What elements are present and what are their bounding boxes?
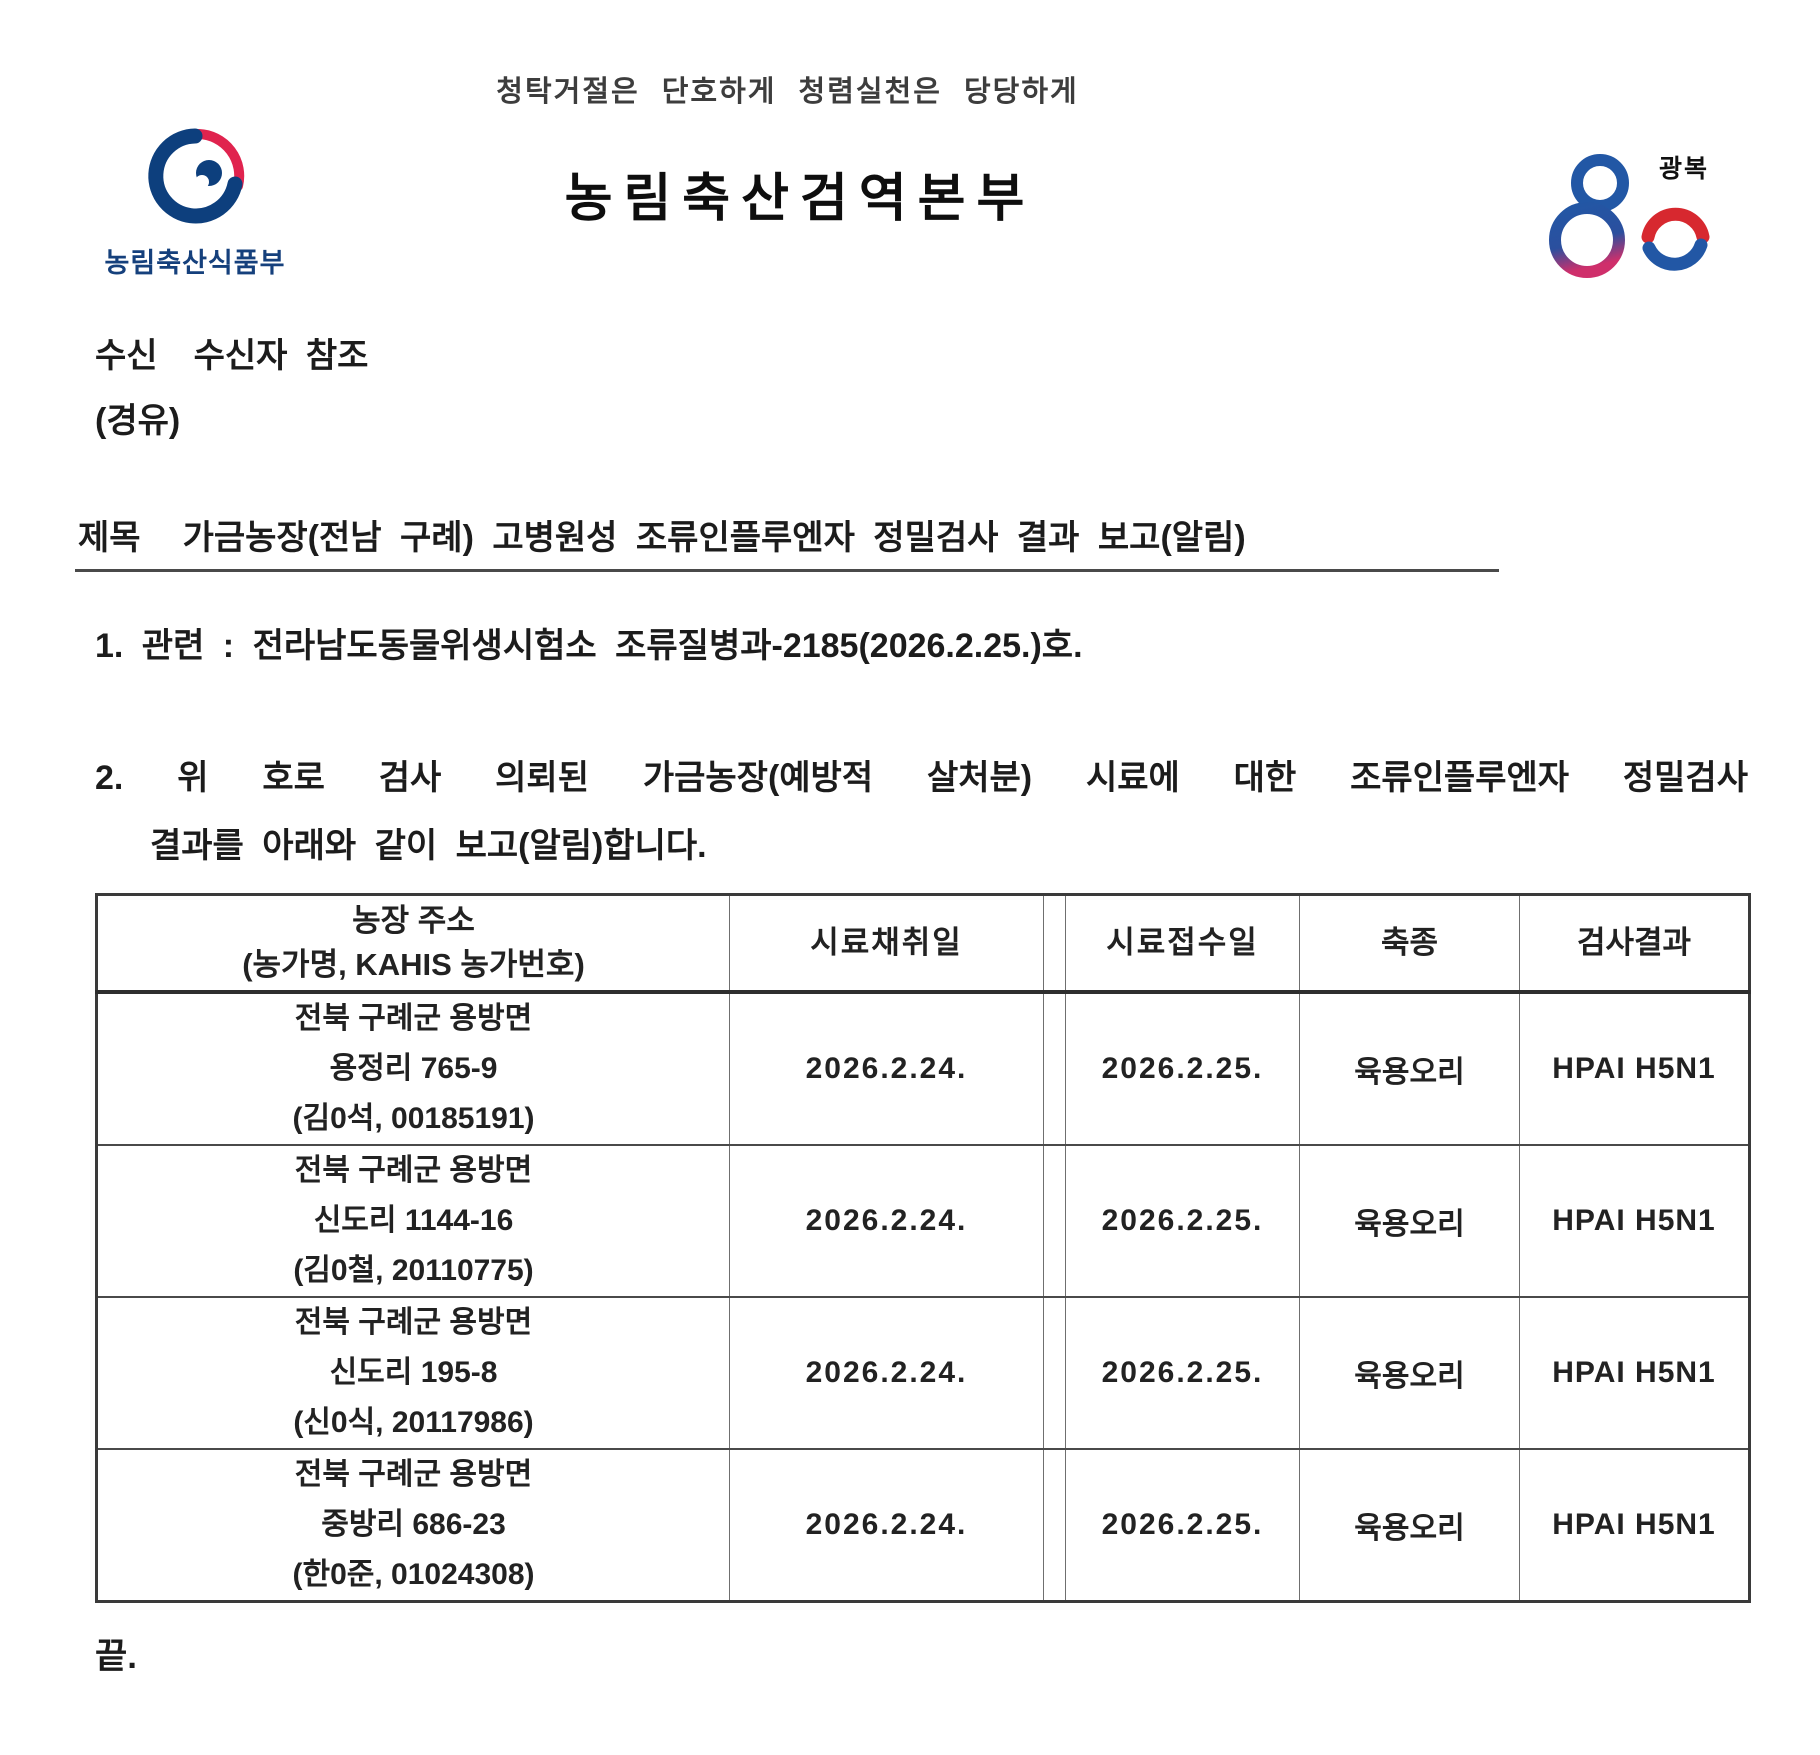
- test-results-table: 농장 주소 (농가명, KAHIS 농가번호) 시료채취일 시료접수일 축종 검…: [95, 893, 1751, 1603]
- sample-date-cell: 2026.2.24.: [729, 990, 1044, 1145]
- farm-address-cell: 전북 구례군 용방면 신도리 1144-16 (김0철, 20110775): [96, 1143, 730, 1297]
- sample-date-cell: 2026.2.24.: [729, 1295, 1044, 1449]
- anniversary-logo-label: 광복: [1659, 155, 1710, 183]
- receipt-date-cell: 2026.2.25.: [1065, 990, 1300, 1145]
- species-cell: 육용오리: [1299, 1295, 1520, 1449]
- table-row: 전북 구례군 용방면 신도리 1144-16 (김0철, 20110775) 2…: [96, 1143, 1750, 1297]
- subject-line: 제목 가금농장(전남 구례) 고병원성 조류인플루엔자 정밀검사 결과 보고(알림…: [78, 510, 1246, 559]
- result-cell: HPAI H5N1: [1519, 990, 1750, 1145]
- result-cell: HPAI H5N1: [1519, 1447, 1750, 1602]
- ministry-logo: 농림축산식품부: [88, 126, 302, 280]
- address-line: 용정리 765-9: [329, 1051, 498, 1085]
- anniversary-80-logo: 광복: [1545, 145, 1730, 290]
- col-header-address-line2: (농가명, KAHIS 농가번호): [242, 946, 585, 982]
- subject-underline: [75, 569, 1499, 572]
- result-cell: HPAI H5N1: [1519, 1143, 1750, 1297]
- receipt-date-cell: 2026.2.25.: [1065, 1143, 1300, 1297]
- species-cell: 육용오리: [1299, 1143, 1520, 1297]
- farmer-id-line: (김0철, 20110775): [293, 1253, 534, 1287]
- body-item-1: 1. 관련 : 전라남도동물위생시험소 조류질병과-2185(2026.2.25…: [95, 627, 1083, 665]
- subject-label: 제목: [78, 519, 141, 557]
- species-cell: 육용오리: [1299, 990, 1520, 1145]
- via-line: (경유): [95, 402, 181, 440]
- col-header-sample-date: 시료채취일: [729, 894, 1044, 994]
- farmer-id-line: (한0준, 01024308): [292, 1557, 535, 1591]
- address-line: 신도리 195-8: [329, 1355, 498, 1389]
- col-header-receipt-date: 시료접수일: [1065, 894, 1300, 994]
- species-cell: 육용오리: [1299, 1447, 1520, 1602]
- farm-address-cell: 전북 구례군 용방면 신도리 195-8 (신0식, 20117986): [96, 1295, 730, 1449]
- document-end-marker: 끝.: [95, 1637, 137, 1676]
- subject-text: 가금농장(전남 구례) 고병원성 조류인플루엔자 정밀검사 결과 보고(알림): [182, 519, 1246, 557]
- address-line: 중방리 686-23: [321, 1507, 506, 1541]
- address-line: 전북 구례군 용방면: [294, 1457, 533, 1491]
- table-row: 전북 구례군 용방면 신도리 195-8 (신0식, 20117986) 202…: [96, 1295, 1750, 1449]
- receipt-date-cell: 2026.2.25.: [1065, 1295, 1300, 1449]
- anniversary-80-icon: [1549, 154, 1710, 278]
- table-row: 전북 구례군 용방면 용정리 765-9 (김0석, 00185191) 202…: [96, 990, 1750, 1145]
- table-row: 전북 구례군 용방면 중방리 686-23 (한0준, 01024308) 20…: [96, 1447, 1750, 1602]
- sample-date-cell: 2026.2.24.: [729, 1143, 1044, 1297]
- farmer-id-line: (신0식, 20117986): [293, 1405, 534, 1439]
- page-title: 농림축산검역본부: [564, 170, 1036, 228]
- spacer-cell: [1043, 1295, 1066, 1449]
- recipient-label: 수신: [95, 337, 158, 375]
- recipient-line: 수신 수신자 참조: [95, 328, 368, 377]
- body-item-2-line-2: 결과를 아래와 같이 보고(알림)합니다.: [150, 827, 707, 865]
- table-header-row: 농장 주소 (농가명, KAHIS 농가번호) 시료채취일 시료접수일 축종 검…: [96, 894, 1750, 994]
- col-header-address-line1: 농장 주소: [352, 902, 475, 938]
- spacer-cell: [1043, 990, 1066, 1145]
- integrity-slogan: 청탁거절은 단호하게 청렴실천은 당당하게: [496, 76, 1079, 108]
- col-header-spacer: [1043, 894, 1066, 994]
- result-cell: HPAI H5N1: [1519, 1295, 1750, 1449]
- farmer-id-line: (김0석, 00185191): [292, 1101, 535, 1135]
- address-line: 전북 구례군 용방면: [294, 1305, 533, 1339]
- col-header-farm-address: 농장 주소 (농가명, KAHIS 농가번호): [96, 894, 730, 994]
- address-line: 전북 구례군 용방면: [294, 1153, 533, 1187]
- farm-address-cell: 전북 구례군 용방면 용정리 765-9 (김0석, 00185191): [96, 990, 730, 1145]
- spacer-cell: [1043, 1447, 1066, 1602]
- receipt-date-cell: 2026.2.25.: [1065, 1447, 1300, 1602]
- recipient-value: 수신자 참조: [193, 337, 369, 375]
- farm-address-cell: 전북 구례군 용방면 중방리 686-23 (한0준, 01024308): [96, 1447, 730, 1602]
- spacer-cell: [1043, 1143, 1066, 1297]
- address-line: 전북 구례군 용방면: [294, 1001, 533, 1035]
- ministry-logo-label: 농림축산식품부: [104, 248, 286, 278]
- body-item-2-line-1: 2. 위 호로 검사 의뢰된 가금농장(예방적 살처분) 시료에 대한 조류인플…: [95, 759, 1748, 797]
- col-header-species: 축종: [1299, 894, 1520, 994]
- address-line: 신도리 1144-16: [313, 1203, 514, 1237]
- col-header-result: 검사결과: [1519, 894, 1750, 994]
- sample-date-cell: 2026.2.24.: [729, 1447, 1044, 1602]
- government-taegeuk-icon: [148, 128, 245, 224]
